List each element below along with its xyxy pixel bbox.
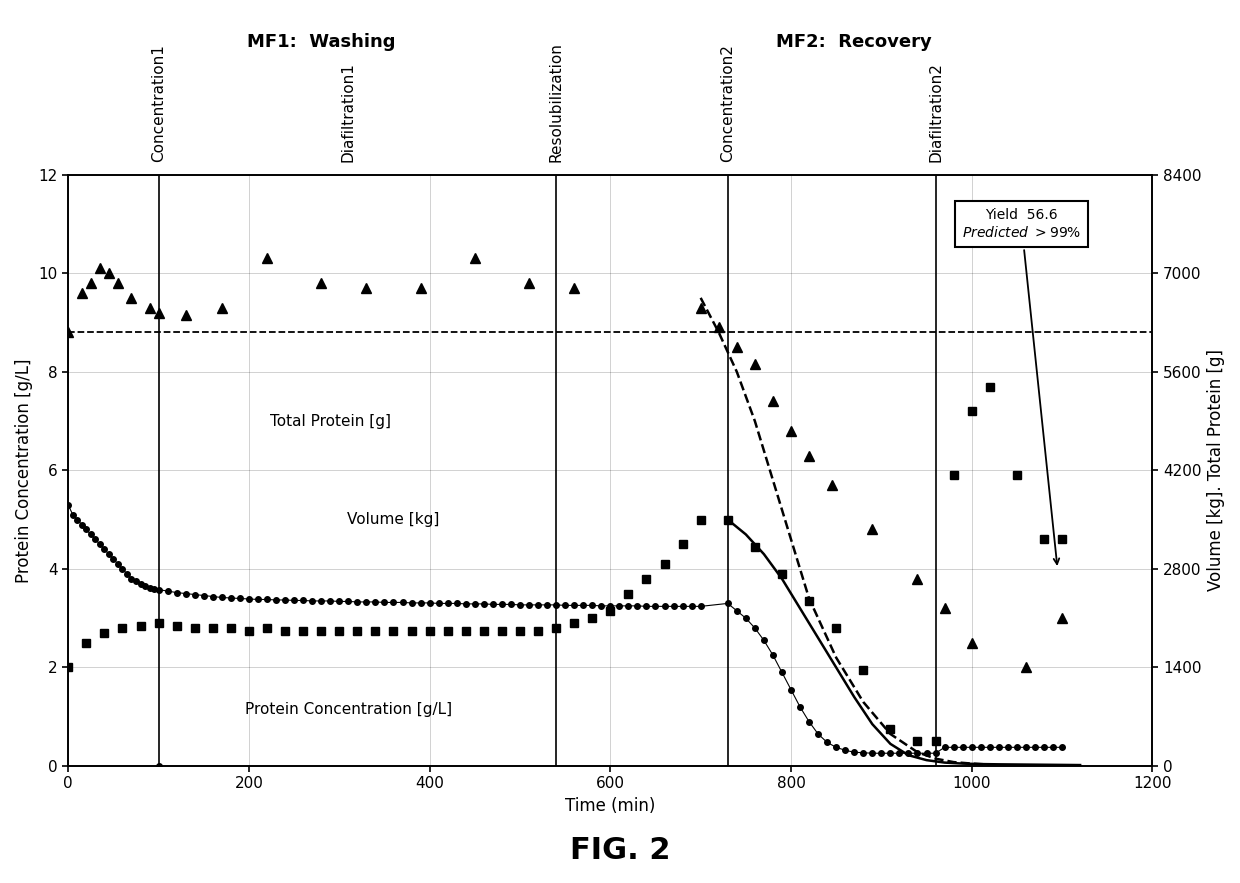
Text: Concentration2: Concentration2 xyxy=(720,44,735,162)
Text: Protein Concentration [g/L]: Protein Concentration [g/L] xyxy=(244,702,451,717)
X-axis label: Time (min): Time (min) xyxy=(565,797,656,815)
Text: MF2:  Recovery: MF2: Recovery xyxy=(776,34,932,51)
Text: Yield  56.6
$\mathit{Predicted\ >99\%}$: Yield 56.6 $\mathit{Predicted\ >99\%}$ xyxy=(962,208,1081,564)
Y-axis label: Volume [kg]. Total Protein [g]: Volume [kg]. Total Protein [g] xyxy=(1207,350,1225,592)
Y-axis label: Protein Concentration [g/L]: Protein Concentration [g/L] xyxy=(15,358,33,583)
Text: Total Protein [g]: Total Protein [g] xyxy=(270,413,391,428)
Text: Diafiltration2: Diafiltration2 xyxy=(928,63,944,162)
Text: FIG. 2: FIG. 2 xyxy=(569,836,671,865)
Text: Concentration1: Concentration1 xyxy=(151,44,166,162)
Text: Volume [kg]: Volume [kg] xyxy=(347,512,440,527)
Text: Diafiltration1: Diafiltration1 xyxy=(341,63,356,162)
Text: Resolubilization: Resolubilization xyxy=(548,42,564,162)
Text: MF1:  Washing: MF1: Washing xyxy=(247,34,396,51)
